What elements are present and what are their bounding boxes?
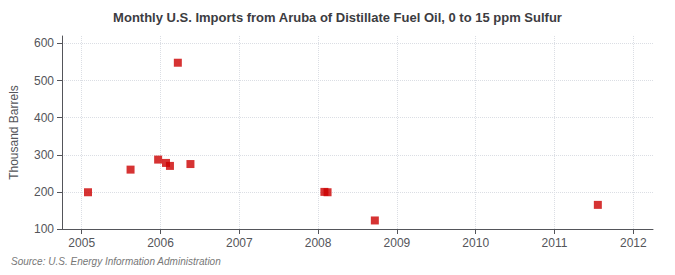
svg-text:2012: 2012 <box>620 236 647 250</box>
svg-text:500: 500 <box>34 74 54 88</box>
svg-text:2008: 2008 <box>305 236 332 250</box>
svg-text:100: 100 <box>34 222 54 236</box>
svg-text:Monthly U.S. Imports from Arub: Monthly U.S. Imports from Aruba of Disti… <box>113 10 562 25</box>
svg-text:2005: 2005 <box>68 236 95 250</box>
svg-text:2010: 2010 <box>462 236 489 250</box>
svg-text:400: 400 <box>34 111 54 125</box>
svg-text:600: 600 <box>34 36 54 50</box>
svg-text:2009: 2009 <box>384 236 411 250</box>
svg-text:300: 300 <box>34 148 54 162</box>
svg-text:2011: 2011 <box>542 236 568 250</box>
svg-text:Thousand Barrels: Thousand Barrels <box>7 85 21 180</box>
svg-text:200: 200 <box>34 185 54 199</box>
svg-text:2007: 2007 <box>226 236 253 250</box>
svg-text:Source: U.S. Energy Informatio: Source: U.S. Energy Information Administ… <box>11 256 221 267</box>
svg-text:2006: 2006 <box>147 236 174 250</box>
